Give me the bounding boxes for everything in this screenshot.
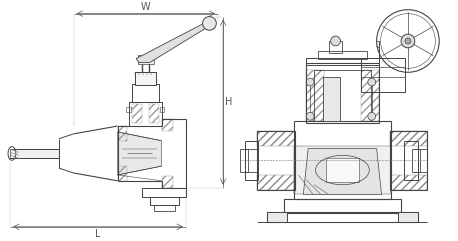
Bar [267, 212, 418, 222]
Circle shape [306, 78, 314, 86]
Bar [129, 102, 162, 126]
Bar [306, 58, 379, 66]
Circle shape [368, 112, 376, 120]
Circle shape [368, 78, 376, 86]
Bar [257, 131, 294, 190]
Bar [10, 148, 59, 158]
Bar [361, 58, 405, 92]
Bar [257, 175, 294, 190]
Circle shape [202, 17, 216, 30]
Polygon shape [294, 146, 391, 194]
Bar [132, 104, 142, 123]
Bar [404, 141, 418, 180]
Bar [390, 175, 427, 190]
Bar [245, 141, 258, 180]
Bar [412, 148, 420, 172]
Bar [398, 212, 418, 222]
Bar [162, 176, 173, 188]
Bar [240, 148, 248, 172]
Bar [154, 205, 175, 211]
Bar [142, 188, 186, 197]
Polygon shape [118, 132, 162, 175]
Polygon shape [303, 148, 382, 194]
Bar [159, 107, 164, 112]
Bar [135, 72, 156, 85]
Bar [132, 84, 158, 102]
Bar [329, 41, 343, 53]
Bar [284, 199, 401, 213]
Bar [390, 131, 427, 146]
Circle shape [306, 112, 314, 120]
Text: L: L [95, 229, 101, 239]
Bar [390, 131, 427, 190]
Bar [323, 77, 340, 121]
Bar [162, 119, 173, 131]
Circle shape [405, 38, 411, 44]
Bar [149, 104, 158, 123]
Polygon shape [136, 21, 210, 62]
Bar [314, 70, 371, 121]
Bar [126, 107, 131, 112]
Bar [118, 166, 127, 181]
Bar [326, 158, 359, 182]
Bar [306, 70, 324, 121]
Bar [361, 70, 379, 121]
Text: H: H [225, 97, 233, 107]
Circle shape [401, 34, 415, 48]
Bar [118, 126, 127, 141]
Bar [267, 212, 287, 222]
Bar [150, 197, 179, 205]
Bar [138, 55, 154, 64]
Bar [257, 131, 294, 146]
Bar [306, 62, 379, 123]
Bar [318, 51, 367, 59]
Text: W: W [141, 2, 151, 12]
Circle shape [331, 36, 340, 46]
